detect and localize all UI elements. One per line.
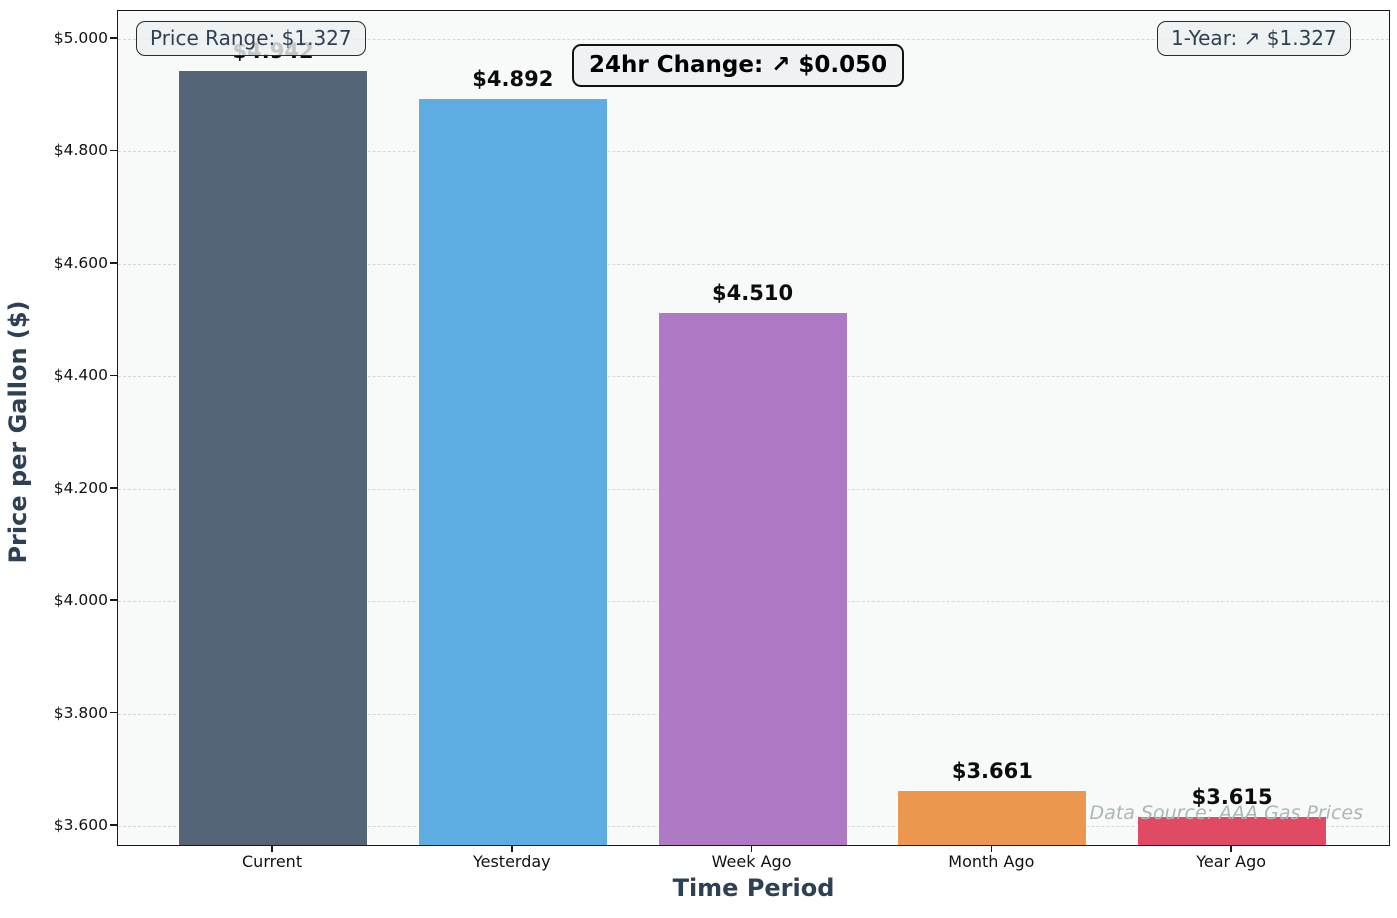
gridline	[118, 151, 1389, 153]
y-tick-mark	[110, 149, 117, 152]
y-tick-label: $3.600	[53, 815, 108, 834]
y-tick-mark	[110, 37, 117, 39]
x-tick-mark	[271, 846, 273, 852]
y-tick-mark	[110, 711, 117, 714]
bar-value-label: $4.892	[472, 66, 554, 91]
data-source-note: Data Source: AAA Gas Prices	[1089, 802, 1363, 824]
x-tick-label: Month Ago	[948, 852, 1035, 871]
bar-value-label: $4.510	[712, 281, 794, 306]
x-tick-label: Week Ago	[711, 852, 792, 871]
x-tick-label: Current	[242, 852, 303, 871]
day-change-annotation: 24hr Change: ↗ $0.050	[572, 44, 905, 87]
y-tick-label: $4.000	[53, 591, 108, 610]
y-tick-label: $4.800	[53, 141, 108, 160]
y-tick-label: $4.200	[53, 478, 108, 497]
y-tick-mark	[110, 262, 117, 264]
gridline	[118, 263, 1389, 265]
y-tick-mark	[110, 486, 117, 489]
bar-week-ago	[657, 312, 848, 845]
x-axis-title: Time Period	[672, 874, 835, 902]
bar-month-ago	[897, 789, 1088, 845]
x-tick-mark	[511, 846, 513, 852]
gridline	[118, 39, 1389, 41]
y-tick-label: $4.400	[53, 366, 108, 385]
x-tick-mark	[750, 846, 753, 852]
y-tick-mark	[110, 599, 117, 601]
bar-value-label: $3.661	[951, 758, 1033, 783]
price-range-annotation: Price Range: $1.327	[136, 21, 366, 56]
y-tick-label: $5.000	[53, 29, 108, 48]
x-tick-label: Yesterday	[472, 852, 551, 871]
bar-yesterday	[417, 97, 608, 845]
y-tick-label: $3.800	[53, 703, 108, 722]
bar-current	[178, 69, 369, 845]
x-tick-mark	[990, 846, 993, 852]
plot-area: $4.942$4.892$4.510$3.661$3.615 Data Sour…	[117, 10, 1390, 846]
x-tick-mark	[1230, 846, 1232, 852]
bar-value-label: $3.615	[1191, 784, 1273, 809]
year-change-annotation: 1-Year: ↗ $1.327	[1157, 21, 1351, 56]
x-tick-label: Year Ago	[1196, 852, 1267, 871]
y-tick-label: $4.600	[53, 253, 108, 272]
y-tick-mark	[110, 824, 117, 826]
y-tick-mark	[110, 374, 117, 377]
bar-year-ago	[1137, 815, 1328, 845]
y-axis-title: Price per Gallon ($)	[4, 300, 32, 564]
